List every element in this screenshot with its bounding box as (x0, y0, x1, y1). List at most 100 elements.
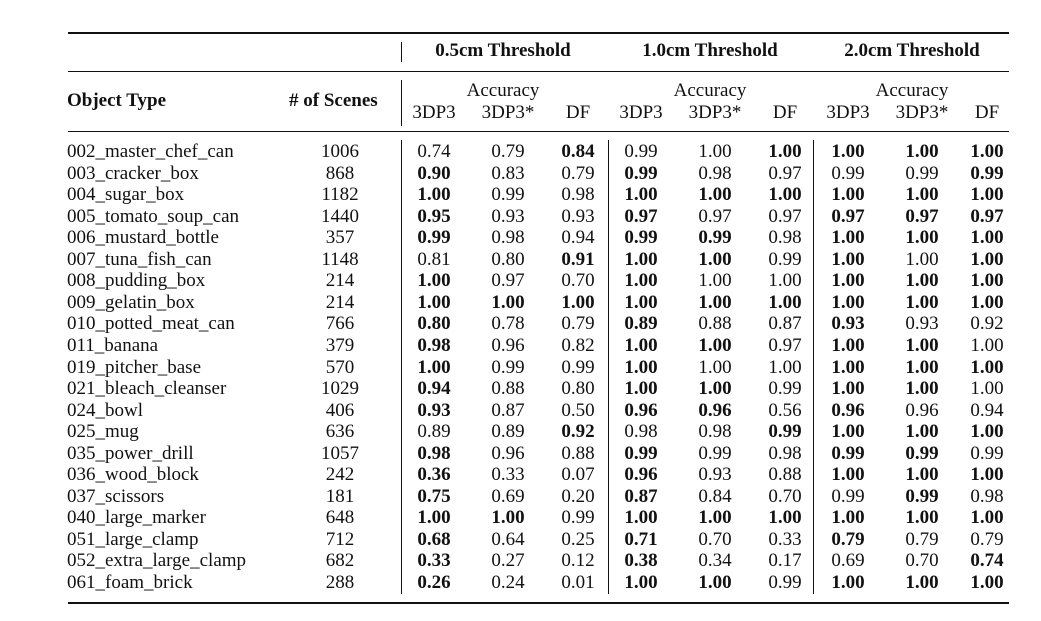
accuracy-label-2: Accuracy (875, 80, 949, 101)
object-name: 008_pudding_box (67, 270, 206, 292)
accuracy-cell: 0.99 (831, 162, 865, 184)
accuracy-cell: 1.00 (768, 356, 802, 378)
accuracy-cell: 1.00 (698, 507, 732, 529)
accuracy-cell: 0.70 (561, 270, 595, 292)
accuracy-cell: 0.99 (768, 378, 802, 400)
accuracy-cell: 1.00 (698, 291, 732, 313)
accuracy-cell: 0.96 (905, 399, 939, 421)
accuracy-cell: 0.99 (491, 356, 525, 378)
accuracy-cell: 0.91 (561, 248, 595, 270)
scene-count: 214 (325, 270, 355, 292)
accuracy-cell: 0.20 (561, 485, 595, 507)
accuracy-cell: 1.00 (831, 141, 865, 162)
scene-count: 242 (325, 464, 355, 486)
accuracy-cell: 0.94 (970, 399, 1004, 421)
accuracy-cell: 1.00 (905, 378, 939, 400)
accuracy-cell: 1.00 (831, 464, 865, 486)
accuracy-cell: 0.93 (698, 464, 732, 486)
accuracy-cell: 1.00 (970, 270, 1004, 292)
accuracy-cell: 1.00 (831, 270, 865, 292)
object-name: 007_tuna_fish_can (67, 248, 212, 270)
accuracy-cell: 1.00 (768, 270, 802, 292)
accuracy-cell: 0.99 (417, 227, 451, 249)
accuracy-cell: 1.00 (768, 141, 802, 162)
accuracy-cell: 0.64 (491, 528, 525, 550)
accuracy-cell: 0.98 (768, 442, 802, 464)
scene-count: 648 (325, 507, 355, 529)
accuracy-cell: 0.99 (905, 162, 939, 184)
scene-count: 636 (325, 421, 355, 443)
accuracy-cell: 0.34 (698, 550, 732, 572)
object-name: 003_cracker_box (67, 162, 199, 184)
object-type-header: Object Type (67, 90, 167, 111)
accuracy-cell: 1.00 (831, 227, 865, 249)
accuracy-cell: 0.90 (417, 162, 451, 184)
accuracy-cell: 0.99 (970, 162, 1004, 184)
accuracy-cell: 0.97 (768, 162, 802, 184)
accuracy-cell: 1.00 (970, 421, 1004, 443)
bottom-rule (68, 602, 1009, 604)
scene-count: 379 (325, 334, 355, 356)
accuracy-cell: 1.00 (624, 270, 658, 292)
accuracy-cell: 1.00 (831, 184, 865, 206)
accuracy-cell: 1.00 (831, 378, 865, 400)
accuracy-cell: 0.98 (561, 184, 595, 206)
accuracy-cell: 0.93 (831, 313, 865, 335)
group-header-1: 1.0cm Threshold (642, 40, 778, 61)
accuracy-cell: 1.00 (698, 334, 732, 356)
accuracy-cell: 0.99 (831, 485, 865, 507)
accuracy-cell: 1.00 (905, 291, 939, 313)
accuracy-cell: 1.00 (417, 507, 451, 529)
accuracy-cell: 0.99 (624, 141, 658, 162)
accuracy-cell: 0.25 (561, 528, 595, 550)
accuracy-cell: 0.89 (624, 313, 658, 335)
accuracy-cell: 0.79 (905, 528, 939, 550)
scene-count: 868 (325, 162, 355, 184)
accuracy-cell: 0.99 (768, 572, 802, 593)
accuracy-cell: 0.74 (970, 550, 1004, 572)
method-header-3dp3-star: 3DP3* (688, 102, 742, 123)
group-header-0: 0.5cm Threshold (435, 40, 571, 61)
accuracy-label-1: Accuracy (673, 80, 747, 101)
accuracy-label-0: Accuracy (466, 80, 540, 101)
accuracy-cell: 0.75 (417, 485, 451, 507)
object-name: 019_pitcher_base (67, 356, 202, 378)
accuracy-cell: 1.00 (970, 572, 1004, 593)
accuracy-cell: 0.99 (698, 442, 732, 464)
accuracy-cell: 0.89 (417, 421, 451, 443)
accuracy-cell: 0.80 (561, 378, 595, 400)
accuracy-cell: 1.00 (831, 507, 865, 529)
accuracy-cell: 1.00 (905, 270, 939, 292)
accuracy-cell: 0.56 (768, 399, 802, 421)
accuracy-cell: 0.98 (768, 227, 802, 249)
accuracy-cell: 1.00 (698, 572, 732, 593)
accuracy-cell: 0.88 (491, 378, 525, 400)
scene-count: 1148 (321, 248, 359, 270)
object-name: 005_tomato_soup_can (67, 205, 240, 227)
accuracy-cell: 0.96 (831, 399, 865, 421)
accuracy-cell: 0.17 (768, 550, 802, 572)
accuracy-cell: 1.00 (417, 291, 451, 313)
accuracy-cell: 1.00 (698, 248, 732, 270)
accuracy-cell: 1.00 (417, 184, 451, 206)
scene-count: 1440 (321, 205, 359, 227)
scene-count: 214 (325, 291, 355, 313)
accuracy-cell: 0.79 (561, 313, 595, 335)
accuracy-cell: 0.97 (768, 334, 802, 356)
object-name: 036_wood_block (67, 464, 199, 486)
accuracy-cell: 1.00 (624, 507, 658, 529)
object-name: 021_bleach_cleanser (67, 378, 227, 400)
accuracy-cell: 0.99 (905, 485, 939, 507)
accuracy-cell: 0.38 (624, 550, 658, 572)
accuracy-cell: 0.98 (698, 162, 732, 184)
accuracy-cell: 1.00 (905, 334, 939, 356)
header-separator (401, 80, 403, 126)
object-name: 006_mustard_bottle (67, 227, 219, 249)
accuracy-cell: 1.00 (970, 356, 1004, 378)
accuracy-cell: 0.33 (491, 464, 525, 486)
scene-count: 1029 (321, 378, 359, 400)
method-header-3dp3: 3DP3 (412, 102, 456, 123)
object-name: 025_mug (67, 421, 139, 443)
accuracy-cell: 0.99 (905, 442, 939, 464)
accuracy-cell: 1.00 (905, 572, 939, 593)
